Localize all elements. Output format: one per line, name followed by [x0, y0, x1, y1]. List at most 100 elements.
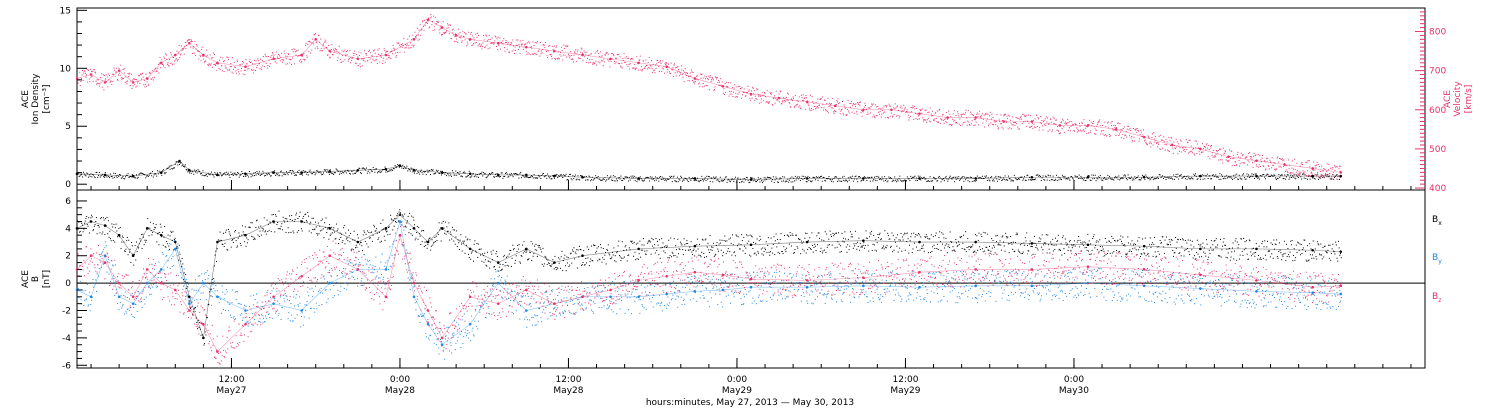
ion-density-series-sample: [649, 176, 651, 178]
velocity-series-sample: [611, 52, 613, 54]
velocity-series-sample: [549, 54, 551, 56]
bx-series-sample: [621, 257, 623, 259]
velocity-series-sample: [1315, 167, 1317, 169]
velocity-series-sample: [792, 100, 794, 102]
ion-density-series-sample: [307, 171, 309, 173]
ion-density-series-sample: [249, 173, 251, 175]
ion-density-series-sample: [263, 172, 265, 174]
bx-series-sample: [471, 251, 473, 253]
ion-density-series-sample: [267, 173, 269, 175]
velocity-series-sample: [116, 79, 118, 81]
velocity-series-sample: [688, 75, 690, 77]
ion-density-series-sample: [526, 176, 528, 178]
ion-density-series-sample: [1019, 176, 1021, 178]
ion-density-series-sample: [932, 176, 934, 178]
velocity-series-sample: [932, 119, 934, 121]
bx-series-sample: [255, 227, 257, 229]
velocity-series-sample: [608, 58, 610, 60]
bx-series-sample: [204, 331, 206, 333]
velocity-series-sample: [417, 39, 419, 41]
ion-density-series-sample: [996, 178, 998, 180]
bx-series-sample: [541, 251, 543, 253]
ion-density-series-sample: [1205, 175, 1207, 177]
velocity-series-sample: [781, 103, 783, 105]
velocity-series-sample: [639, 55, 641, 57]
bx-series-sample: [172, 231, 174, 233]
velocity-series-sample: [858, 101, 860, 103]
ion-density-series-sample: [141, 172, 143, 174]
velocity-series-sample: [1019, 118, 1021, 120]
velocity-series-sample: [988, 125, 990, 127]
velocity-series-sample: [739, 85, 741, 87]
ion-density-series-sample: [386, 169, 388, 171]
velocity-series-sample: [649, 67, 651, 69]
velocity-series-sample: [297, 55, 299, 57]
velocity-series-sample: [412, 46, 414, 48]
ion-density-series: [75, 159, 1343, 184]
velocity-series-sample: [271, 55, 273, 57]
velocity-series-sample: [77, 82, 79, 84]
velocity-series-sample: [133, 78, 135, 80]
ion-density-series-sample: [92, 174, 94, 176]
velocity-series-sample: [755, 98, 757, 100]
velocity-series-sample: [1229, 155, 1231, 157]
velocity-series-sample: [331, 54, 333, 56]
velocity-series-sample: [1276, 157, 1278, 159]
ion-density-series-sample: [202, 170, 204, 172]
velocity-series-sample: [168, 65, 170, 67]
ion-density-series-sample: [894, 176, 896, 178]
bx-series-sample: [282, 229, 284, 231]
velocity-series-sample: [1008, 115, 1010, 117]
bx-series-sample: [119, 236, 121, 238]
velocity-series-sample: [193, 45, 195, 47]
ion-density-series-sample: [1227, 177, 1229, 179]
velocity-series-sample: [561, 49, 563, 51]
velocity-series-sample: [403, 37, 405, 39]
bx-series-sample: [530, 241, 532, 243]
velocity-series-sample: [383, 57, 385, 59]
velocity-series-sample: [126, 80, 128, 82]
ion-density-series-sample: [911, 176, 913, 178]
ion-density-series-sample: [946, 178, 948, 180]
bx-series-sample: [182, 263, 184, 265]
ion-density-series-sample: [1339, 178, 1341, 180]
velocity-series-sample: [248, 68, 250, 70]
ion-density-series-sample: [370, 169, 372, 171]
bx-series-sample: [108, 236, 110, 238]
velocity-series-sample: [832, 107, 834, 109]
ion-density-series-sample: [419, 173, 421, 175]
velocity-series-sample: [447, 23, 449, 25]
bx-series-sample: [348, 235, 350, 237]
ion-density-series-point: [300, 171, 303, 174]
ion-density-series-sample: [1213, 175, 1215, 177]
ion-density-series-sample: [971, 181, 973, 183]
velocity-series-sample: [543, 44, 545, 46]
bx-series-sample: [266, 219, 268, 221]
bx-series-sample: [727, 248, 729, 250]
velocity-series-sample: [218, 68, 220, 70]
velocity-series-sample: [868, 113, 870, 115]
velocity-series-sample: [1213, 156, 1215, 158]
velocity-series-sample: [109, 81, 111, 83]
velocity-series-sample: [135, 79, 137, 81]
velocity-series-sample: [1066, 123, 1068, 125]
ion-density-series-sample: [807, 175, 809, 177]
velocity-series-sample: [1032, 119, 1034, 121]
velocity-series-sample: [330, 49, 332, 51]
velocity-series-sample: [439, 28, 441, 30]
velocity-series-sample: [315, 42, 317, 44]
velocity-series-sample: [964, 112, 966, 114]
ion-density-series-sample: [970, 177, 972, 179]
velocity-series-sample: [935, 111, 937, 113]
velocity-series-sample: [374, 52, 376, 54]
ion-density-series-sample: [237, 171, 239, 173]
ion-density-series-sample: [772, 179, 774, 181]
velocity-series-sample: [902, 110, 904, 112]
bx-series-sample: [463, 242, 465, 244]
velocity-series-sample: [269, 65, 271, 67]
ion-density-series-sample: [577, 175, 579, 177]
ion-density-series-sample: [276, 174, 278, 176]
velocity-series-sample: [742, 91, 744, 93]
bx-series-sample: [251, 222, 253, 224]
velocity-series-sample: [1000, 123, 1002, 125]
